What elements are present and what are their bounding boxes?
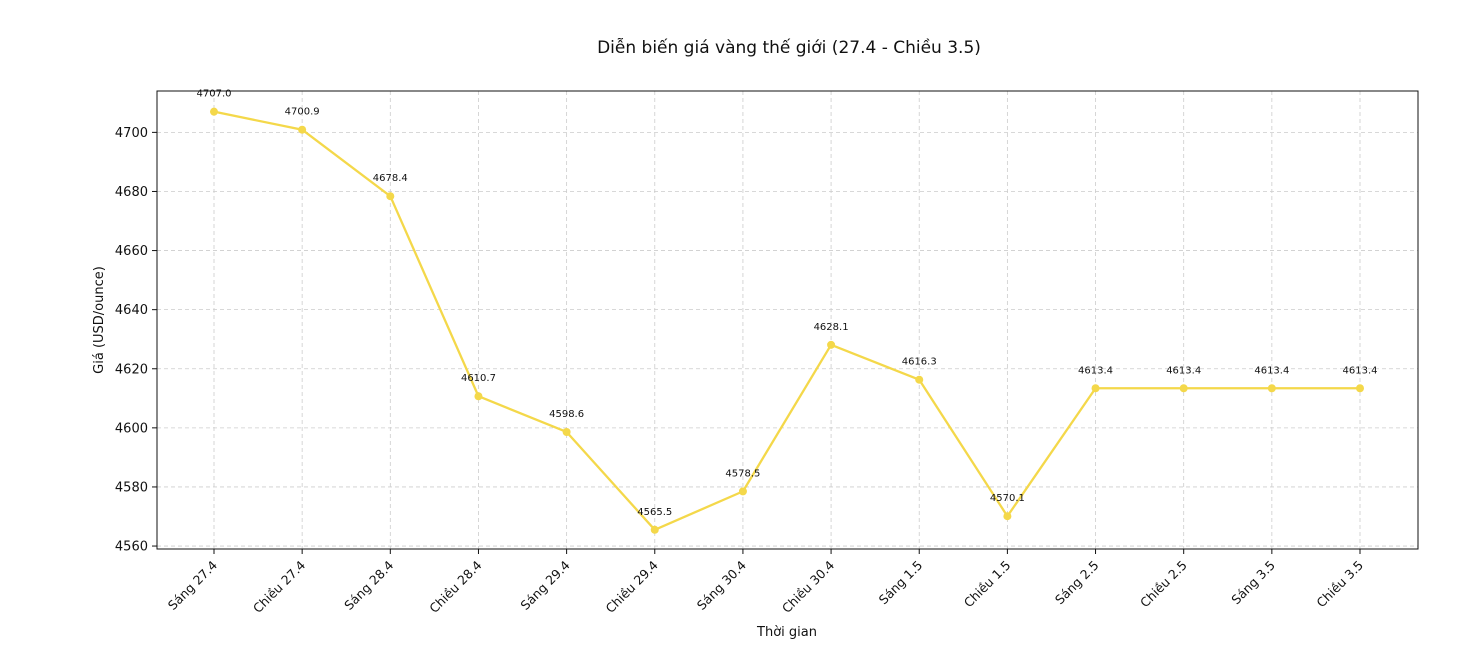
- y-tick-label: 4560: [115, 540, 148, 555]
- data-point: [474, 392, 483, 401]
- data-point: [210, 107, 218, 116]
- x-tick-label: Sáng 28.4: [341, 557, 396, 612]
- y-tick-label: 4620: [115, 362, 148, 377]
- data-label: 4613.4: [1254, 365, 1289, 376]
- chart-title: Diễn biến giá vàng thế giới (27.4 - Chiề…: [597, 37, 981, 58]
- x-tick-label: Chiều 29.4: [603, 557, 661, 615]
- plot-area-frame: [156, 90, 1419, 550]
- data-label: 4565.5: [637, 507, 672, 518]
- grid: [157, 91, 1418, 549]
- y-tick-label: 4660: [115, 244, 148, 259]
- x-tick-label: Chiều 30.4: [779, 557, 837, 615]
- y-tick-label: 4700: [115, 126, 148, 141]
- x-tick-label: Chiều 3.5: [1313, 558, 1366, 611]
- x-tick-label: Chiều 27.4: [250, 557, 308, 615]
- data-label: 4570.1: [990, 493, 1025, 504]
- data-label: 4613.4: [1078, 365, 1113, 376]
- series-line: [213, 110, 1360, 531]
- y-tick-label: 4600: [115, 421, 148, 436]
- x-tick-label: Sáng 29.4: [517, 557, 572, 612]
- y-tick-label: 4640: [115, 303, 148, 318]
- data-point: [650, 525, 659, 534]
- x-tick-label: Chiều 1.5: [961, 558, 1014, 611]
- data-point: [1179, 384, 1188, 393]
- data-label: 4616.3: [902, 357, 937, 368]
- data-point: [298, 125, 307, 134]
- data-point: [915, 375, 924, 384]
- data-point: [1091, 384, 1100, 393]
- x-tick-label: Sáng 2.5: [1052, 558, 1102, 608]
- x-tick-label: Sáng 3.5: [1228, 558, 1278, 608]
- data-label: 4678.4: [373, 173, 408, 184]
- data-label: 4700.9: [285, 107, 320, 118]
- x-tick-label: Chiều 28.4: [426, 557, 484, 615]
- data-label: 4578.5: [725, 468, 760, 479]
- x-axis-label: Thời gian: [756, 625, 817, 640]
- data-label: 4613.4: [1343, 365, 1378, 376]
- x-tick-label: Sáng 1.5: [876, 558, 926, 608]
- data-label: 4707.0: [197, 89, 232, 100]
- y-axis-label: Giá (USD/ounce): [92, 266, 107, 374]
- data-label: 4598.6: [549, 409, 584, 420]
- x-tick-label: Chiều 2.5: [1137, 558, 1190, 611]
- data-point: [386, 192, 395, 201]
- x-tick-label: Sáng 27.4: [165, 557, 220, 612]
- y-axis: 4560 4580 4600 4620 4640 4660 4680 4700: [115, 126, 157, 555]
- data-point: [1356, 384, 1364, 393]
- data-label: 4628.1: [814, 322, 849, 333]
- data-point: [1003, 512, 1012, 521]
- x-axis: Sáng 27.4 Chiều 27.4 Sáng 28.4 Chiều 28.4 Sá…: [165, 549, 1366, 616]
- y-tick-label: 4580: [115, 480, 148, 495]
- data-label: 4613.4: [1166, 365, 1201, 376]
- data-labels: 4707.0 4700.9 4678.4 4610.7 4598.6 4565.5 4578…: [197, 89, 1378, 518]
- series-layer: [210, 107, 1364, 534]
- data-point: [562, 427, 571, 436]
- data-point: [1267, 384, 1276, 393]
- y-tick-label: 4680: [115, 185, 148, 200]
- data-point: [738, 487, 747, 496]
- data-point: [827, 340, 836, 349]
- x-tick-label: Sáng 30.4: [694, 557, 749, 612]
- data-label: 4610.7: [461, 373, 496, 384]
